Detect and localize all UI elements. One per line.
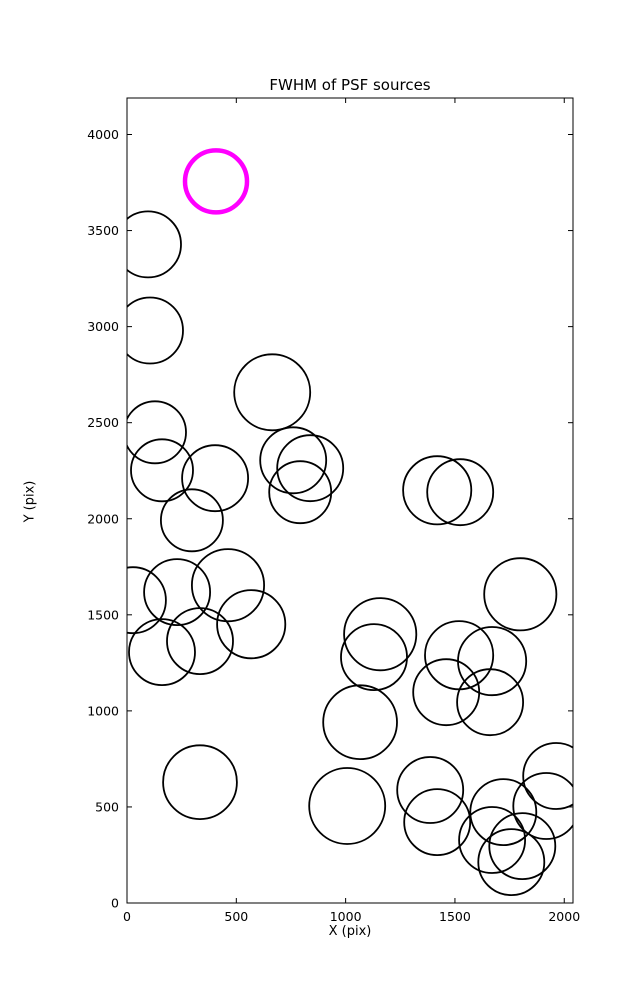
y-tick-label: 0	[111, 896, 119, 911]
y-tick-label: 1500	[87, 607, 119, 622]
psf-source-circle	[322, 684, 398, 760]
psf-source-circle	[488, 812, 557, 880]
psf-source-circle	[259, 426, 328, 495]
psf-source-circle	[190, 548, 265, 623]
psf-source-circle	[143, 558, 212, 626]
x-tick-label: 0	[123, 909, 131, 924]
y-tick-label: 2500	[87, 415, 119, 430]
psf-source-circle	[162, 744, 238, 820]
psf-source-circle	[456, 668, 525, 737]
psf-source-circle	[403, 788, 472, 856]
psf-source-circle	[469, 778, 538, 846]
chart-title: FWHM of PSF sources	[269, 76, 431, 94]
psf-source-circle	[308, 767, 387, 845]
psf-source-circle	[127, 566, 167, 635]
psf-source-circle	[522, 742, 573, 810]
x-tick-label: 500	[224, 909, 248, 924]
psf-source-circle	[426, 458, 495, 527]
x-axis-label: X (pix)	[328, 924, 372, 939]
psf-source-circle	[412, 658, 481, 727]
psf-source-circle	[159, 488, 224, 553]
y-tick-label: 3000	[87, 319, 119, 334]
x-tick-label: 1000	[330, 909, 362, 924]
y-tick-label: 1000	[87, 703, 119, 718]
psf-source-circle	[130, 438, 194, 503]
psf-source-circle	[216, 589, 287, 660]
y-axis-label: Y (pix)	[22, 480, 38, 523]
psf-circles-group	[127, 148, 573, 896]
psf-source-circle	[166, 607, 234, 675]
psf-source-circle	[268, 460, 333, 525]
psf-source-circle	[181, 444, 250, 513]
y-tick-label: 500	[95, 799, 119, 814]
psf-source-circle	[396, 756, 465, 824]
x-tick-label: 1500	[439, 909, 471, 924]
psf-source-circle	[127, 296, 184, 365]
psf-source-circle	[127, 210, 182, 279]
axes-frame	[126, 97, 574, 904]
y-tick-label: 2000	[87, 511, 119, 526]
highlighted-psf-circle	[182, 148, 250, 215]
psf-source-circle	[477, 828, 546, 896]
psf-source-circle	[483, 557, 558, 632]
psf-source-circle	[343, 597, 418, 672]
y-tick-label: 3500	[87, 223, 119, 238]
psf-source-circle	[512, 772, 573, 840]
psf-source-circle	[402, 455, 473, 526]
x-tick-label: 2000	[548, 909, 580, 924]
psf-source-circle	[233, 353, 312, 432]
psf-source-circle	[340, 623, 408, 691]
psf-source-circle	[276, 434, 345, 503]
y-tick-label: 4000	[87, 127, 119, 142]
psf-source-circle	[128, 618, 196, 686]
psf-source-circle	[127, 400, 187, 465]
psf-source-circle	[458, 806, 527, 874]
